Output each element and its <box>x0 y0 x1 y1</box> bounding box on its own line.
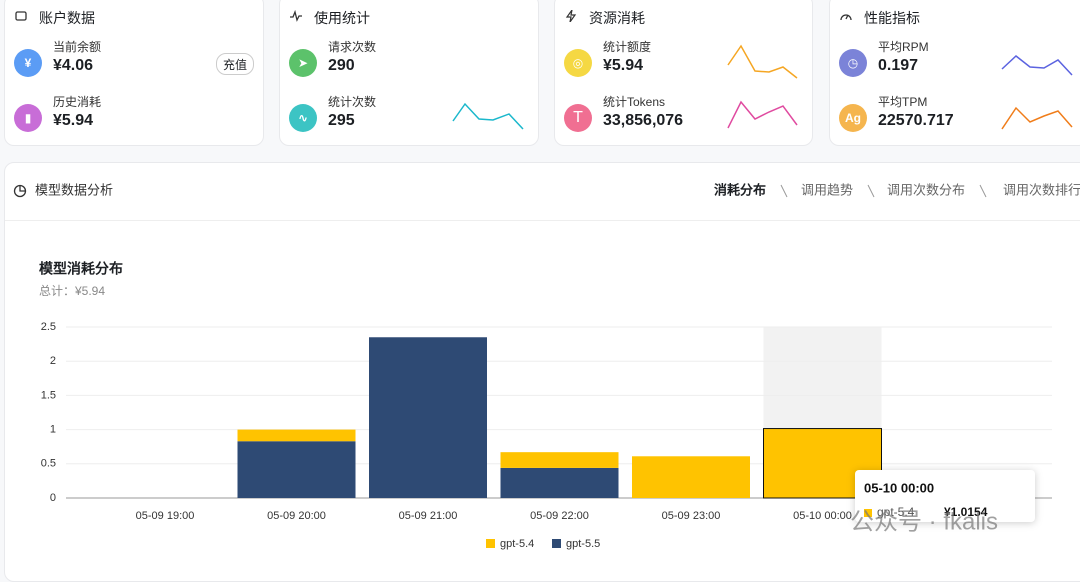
tooltip-series: gpt-5.4 <box>877 505 915 519</box>
metric-icon: ¥ <box>14 49 42 77</box>
tab[interactable]: 消耗分布 <box>714 182 766 197</box>
card: 性能指标 ◷ 平均RPM 0.197 Ag 平均TPM 22570.717 <box>829 0 1080 146</box>
card-title: 使用统计 <box>314 10 370 26</box>
recharge-button[interactable]: 充值 <box>216 53 254 75</box>
sparkline <box>1001 55 1073 130</box>
y-tick-label: 0.5 <box>41 458 56 470</box>
chart-subtitle: 总计：¥5.94 <box>39 284 105 298</box>
x-tick-label: 05-09 19:00 <box>136 510 195 522</box>
metric-value: ¥4.06 <box>53 57 94 74</box>
metric-label: 统计Tokens <box>603 95 666 109</box>
x-tick-label: 05-09 21:00 <box>399 510 458 522</box>
card-title: 性能指标 <box>864 10 920 26</box>
metric-value: 33,856,076 <box>603 112 684 129</box>
legend-label: gpt-5.5 <box>566 538 600 550</box>
metric-label: 当前余额 <box>53 40 102 54</box>
x-tick-label: 05-09 23:00 <box>662 510 721 522</box>
card-icon <box>840 14 852 21</box>
sparkline <box>727 44 798 129</box>
card-title: 资源消耗 <box>589 10 645 26</box>
tab-separator <box>979 184 987 198</box>
legend-swatch <box>486 539 495 548</box>
card-icon <box>15 11 27 21</box>
y-tick-label: 1.5 <box>41 389 56 401</box>
metric-icon: T <box>564 104 592 132</box>
bar <box>369 337 487 498</box>
legend-swatch <box>552 539 561 548</box>
metric-label: 统计额度 <box>603 40 652 54</box>
page: 账户数据 ¥ 当前余额 ¥4.06 充值 ▮ 历史消耗 ¥5.94 使用统计 ➤… <box>4 0 1080 582</box>
y-tick-label: 2 <box>50 355 56 367</box>
metric-value: 22570.717 <box>878 112 954 129</box>
x-tick-label: 05-09 22:00 <box>530 510 589 522</box>
y-tick-label: 1 <box>50 424 56 436</box>
metric-value: 295 <box>328 112 355 129</box>
metric-value: ¥5.94 <box>603 57 644 74</box>
tab-separator <box>867 184 875 198</box>
tab[interactable]: 调用趋势 <box>801 182 853 197</box>
metric-label: 历史消耗 <box>53 95 102 109</box>
metric-icon: ∿ <box>289 104 317 132</box>
y-tick-label: 0 <box>50 492 56 504</box>
metric-label: 统计次数 <box>328 95 377 109</box>
tab[interactable]: 调用次数排行 <box>1003 182 1080 197</box>
bar <box>500 452 619 468</box>
chart-title: 模型消耗分布 <box>39 261 123 277</box>
card-icon <box>290 10 302 22</box>
metric-label: 请求次数 <box>328 40 377 54</box>
tooltip-title: 05-10 00:00 <box>864 480 934 495</box>
panel-icon <box>19 185 26 192</box>
tooltip-swatch <box>864 509 872 517</box>
bar <box>237 441 356 498</box>
sparkline <box>452 102 524 130</box>
tooltip-value: ¥1.0154 <box>944 505 988 519</box>
chart: 模型数据分析 消耗分布 调用趋势 调用次数分布 调用次数排行 模型消耗分布 总计… <box>13 182 1080 550</box>
card: 资源消耗 ◎ 统计额度 ¥5.94 T 统计Tokens 33,856,076 <box>554 0 813 146</box>
panel-title: 模型数据分析 <box>35 182 113 197</box>
card: 使用统计 ➤ 请求次数 290 ∿ 统计次数 295 <box>279 0 539 146</box>
tab-separator <box>780 184 788 198</box>
metric-icon: Ag <box>839 104 867 132</box>
watermark: 公众号 · fkalis <box>850 508 998 535</box>
bar <box>632 456 750 498</box>
metric-label: 平均RPM <box>878 40 929 54</box>
x-tick-label: 05-09 20:00 <box>267 510 326 522</box>
metric-icon: ◷ <box>839 49 867 77</box>
metric-value: 0.197 <box>878 57 919 74</box>
divider <box>5 220 1080 221</box>
tooltip <box>855 470 1035 522</box>
x-tick-label: 05-10 00:00 <box>793 510 852 522</box>
y-tick-label: 2.5 <box>41 321 56 333</box>
legend-label: gpt-5.4 <box>500 538 534 550</box>
metric-value: 290 <box>328 57 355 74</box>
card-icon <box>565 10 577 22</box>
metric-icon: ◎ <box>564 49 592 77</box>
metric-label: 平均TPM <box>878 95 928 109</box>
metric-icon: ▮ <box>14 104 42 132</box>
card-title: 账户数据 <box>39 10 95 26</box>
metric-icon: ➤ <box>289 49 317 77</box>
tab[interactable]: 调用次数分布 <box>887 182 965 197</box>
card: 账户数据 ¥ 当前余额 ¥4.06 充值 ▮ 历史消耗 ¥5.94 <box>4 0 264 146</box>
bar <box>500 467 619 498</box>
bar <box>237 429 356 442</box>
metric-value: ¥5.94 <box>53 112 94 129</box>
